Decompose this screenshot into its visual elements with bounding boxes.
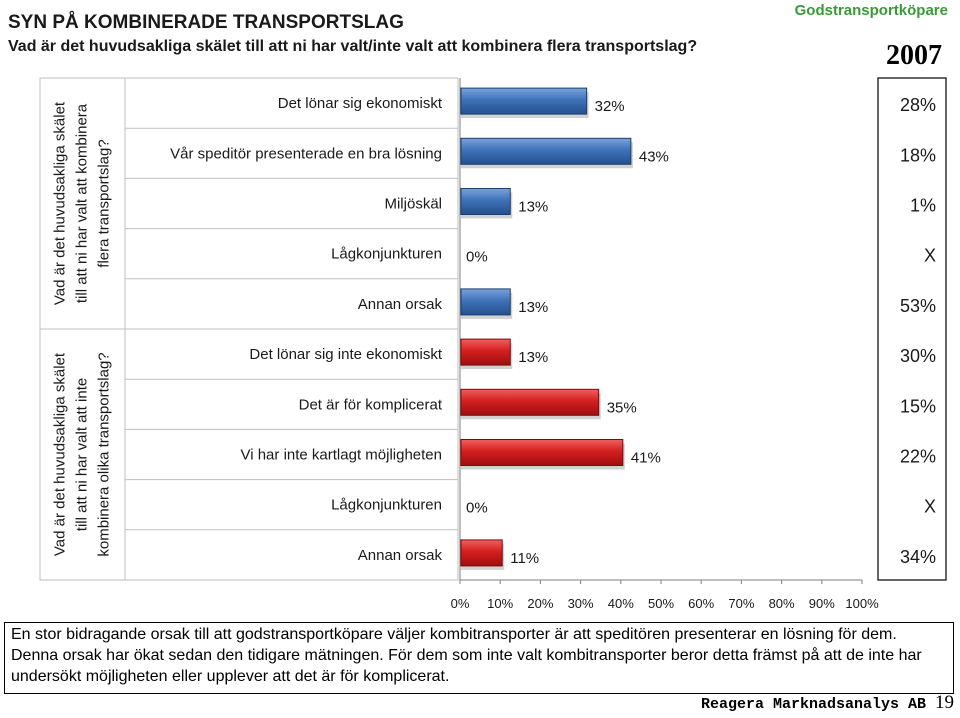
value-label: 0% [466, 249, 488, 266]
group-label-line: Vad är det huvudsakliga skälet [51, 352, 68, 556]
compare-value: 1% [910, 196, 936, 216]
group-label-line: till att ni har valt att kombinera [73, 103, 90, 303]
x-tick-label: 100% [845, 596, 879, 611]
group-label-line: Vad är det huvudsakliga skälet [51, 101, 68, 305]
category-label: Annan orsak [358, 296, 443, 313]
x-tick-label: 60% [688, 596, 714, 611]
bar [460, 137, 632, 165]
x-tick-label: 20% [527, 596, 553, 611]
compare-value: 53% [900, 296, 936, 316]
category-label: Lågkonjunkturen [331, 497, 442, 514]
category-label: Vår speditör presenterade en bra lösning [170, 145, 442, 162]
x-axis-ticks: 0% 10% 20% 30% 40% 50% 60% 70% 80% 90% 100% [451, 580, 879, 611]
bar [460, 338, 511, 366]
category-label: Det lönar sig ekonomiskt [278, 95, 443, 112]
chart-frame [39, 77, 947, 581]
value-label: 35% [607, 399, 637, 416]
value-label: 13% [518, 299, 548, 316]
x-tick-label: 80% [769, 596, 795, 611]
compare-box [877, 77, 947, 581]
value-label: 11% [510, 550, 539, 567]
category-label: Lågkonjunkturen [331, 246, 442, 263]
x-tick-label: 10% [487, 596, 513, 611]
bar [460, 439, 624, 466]
compare-value: X [924, 497, 936, 517]
bars [460, 87, 633, 570]
group-labels: Vad är det huvudsakliga skälet till att n… [51, 101, 112, 557]
compare-value: 30% [900, 346, 936, 366]
compare-value: 22% [900, 447, 936, 467]
x-tick-label: 50% [648, 596, 674, 611]
compare-value: 34% [900, 547, 936, 567]
value-label: 43% [639, 148, 669, 165]
compare-value: 15% [900, 396, 936, 416]
group-label-line: till att ni har valt att inte [73, 378, 90, 531]
bar [460, 87, 588, 115]
category-label: Det är för komplicerat [299, 396, 443, 413]
page-title: SYN PÅ KOMBINERADE TRANSPORTSLAG [8, 12, 404, 33]
x-tick-label: 40% [608, 596, 634, 611]
x-tick-label: 0% [451, 596, 470, 611]
brand-label: Godstransportköpare [794, 2, 948, 19]
compare-value: X [924, 246, 936, 266]
value-labels: 32% 43% 13% 0% 13% 13% 35% 41% 0% 11% [466, 98, 669, 567]
bar [460, 288, 511, 316]
value-label: 41% [631, 450, 661, 467]
page-subtitle: Vad är det huvudsakliga skälet till att … [8, 38, 698, 55]
bar [460, 388, 600, 416]
group-label-line: flera transportslag? [95, 139, 112, 267]
category-labels: Det lönar sig ekonomiskt Vår speditör pre… [170, 95, 443, 564]
value-label: 13% [518, 349, 548, 366]
bar [460, 539, 503, 567]
footer-company: Reagera Marknadsanalys AB [700, 696, 926, 713]
value-label: 32% [595, 98, 625, 115]
bar-chart: Vad är det huvudsakliga skälet till att n… [39, 77, 947, 611]
x-tick-label: 70% [728, 596, 754, 611]
category-label: Det lönar sig inte ekonomiskt [249, 346, 442, 363]
year-label: 2007 [886, 40, 942, 71]
value-label: 0% [466, 500, 488, 517]
bar [460, 188, 511, 215]
compare-value: 18% [900, 145, 936, 165]
category-label: Vi har inte kartlagt möjligheten [240, 447, 442, 464]
group-label-line: kombinera olika transportslag? [95, 352, 112, 556]
compare-labels: 28% 18% 1% X 53% 30% 15% 22% X 34% [900, 95, 936, 567]
category-label: Annan orsak [358, 547, 443, 564]
value-label: 13% [518, 199, 548, 216]
compare-value: 28% [900, 95, 936, 115]
summary-note: En stor bidragande orsak till att godstr… [4, 622, 954, 694]
page-number: 19 [935, 692, 954, 713]
x-tick-label: 90% [809, 596, 835, 611]
x-tick-label: 30% [568, 596, 594, 611]
category-label: Miljöskäl [384, 196, 442, 213]
